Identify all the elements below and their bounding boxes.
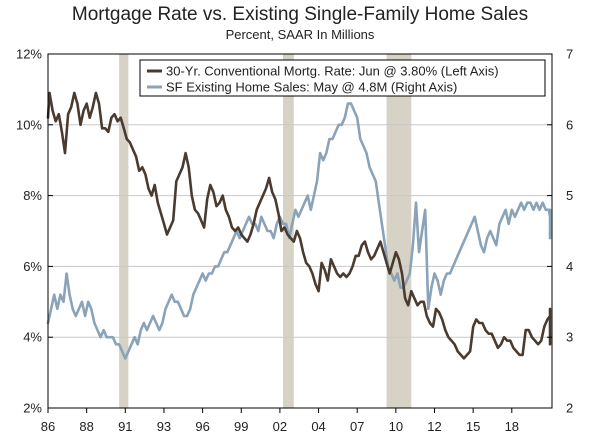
right-axis-tick-label: 7 [566, 47, 573, 62]
x-axis-tick-label: 86 [41, 419, 55, 434]
x-axis-tick-label: 07 [350, 419, 364, 434]
x-axis-tick-label: 91 [118, 419, 132, 434]
left-axis-tick-label: 8% [23, 188, 42, 203]
axis-layer: 2% 4% 6% 8% 10% 12% 2 3 4 5 6 7 86 88 91 93 96 99 02 04 07 10… [16, 47, 573, 435]
x-axis-tick-label: 12 [427, 419, 441, 434]
x-axis-tick-label: 93 [157, 419, 171, 434]
gridline-layer [48, 124, 552, 338]
right-axis-tick-label: 3 [566, 330, 573, 345]
legend-box [139, 59, 546, 97]
x-axis-tick-label: 10 [389, 419, 403, 434]
legend-label-mortgage-rate: 30-Yr. Conventional Mortg. Rate: Jun @ 3… [166, 64, 499, 79]
left-axis-tick-label: 12% [16, 47, 42, 62]
recession-band-1 [119, 54, 129, 408]
x-axis-tick-label: 15 [466, 419, 480, 434]
recession-band-3 [386, 54, 412, 408]
x-axis-tick-label: 02 [273, 419, 287, 434]
plot-frame [47, 53, 553, 409]
x-axis-tick-label: 88 [79, 419, 93, 434]
series-line-home-sales [46, 102, 552, 360]
right-axis-tick-label: 2 [566, 401, 573, 416]
left-axis-tick-label: 2% [23, 401, 42, 416]
legend-label-home-sales: SF Existing Home Sales: May @ 4.8M (Righ… [166, 80, 457, 95]
series-layer [46, 91, 552, 360]
right-axis-tick-label: 5 [566, 188, 573, 203]
left-axis-tick-label: 6% [23, 259, 42, 274]
left-axis-tick-label: 10% [16, 117, 42, 132]
chart-subtitle: Percent, SAAR In Millions [225, 27, 375, 42]
recession-shading-layer [119, 54, 412, 408]
x-axis-tick-label: 96 [195, 419, 209, 434]
x-axis-tick-label: 99 [234, 419, 248, 434]
legend: 30-Yr. Conventional Mortg. Rate: Jun @ 3… [139, 59, 546, 97]
series-line-mortgage-rate [46, 91, 552, 360]
right-axis-tick-label: 4 [566, 259, 573, 274]
x-axis-tick-label: 18 [505, 419, 519, 434]
right-axis-tick-label: 6 [566, 117, 573, 132]
x-axis-tick-label: 04 [311, 419, 325, 434]
chart-title: Mortgage Rate vs. Existing Single-Family… [71, 4, 529, 25]
left-axis-tick-label: 4% [23, 330, 42, 345]
